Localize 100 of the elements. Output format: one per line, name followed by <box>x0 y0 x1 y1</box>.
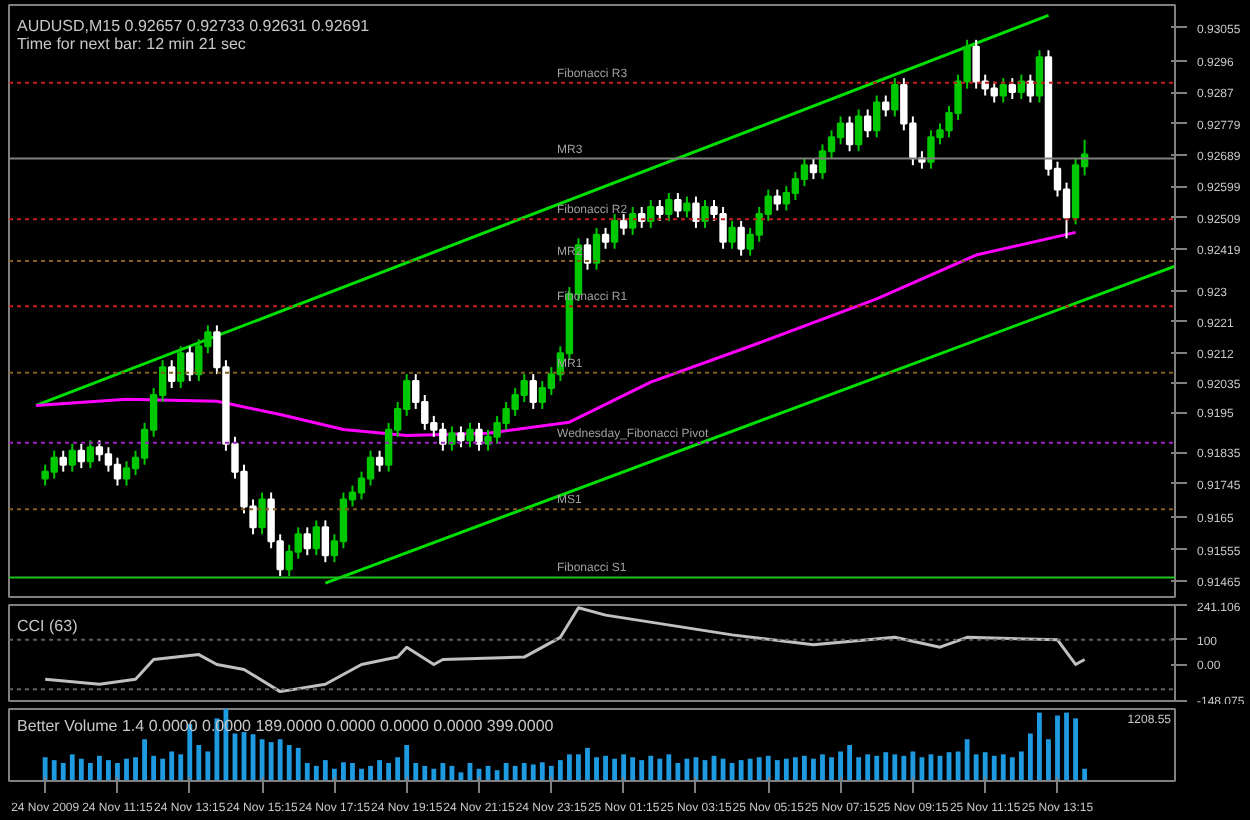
bar <box>964 739 970 781</box>
candlestick <box>113 456 122 487</box>
bar <box>449 765 455 781</box>
candlestick <box>619 212 628 236</box>
bar <box>675 763 681 781</box>
candlestick <box>999 77 1007 104</box>
candlestick <box>854 108 863 153</box>
candlestick <box>77 442 86 470</box>
bar <box>684 758 690 781</box>
bar <box>865 754 871 781</box>
bar <box>96 755 102 781</box>
bar <box>657 758 663 781</box>
bar <box>648 755 654 781</box>
bar <box>982 752 988 781</box>
bar <box>747 758 753 781</box>
bar <box>729 763 735 781</box>
bar <box>1018 751 1024 781</box>
bar <box>368 765 373 781</box>
bar <box>621 754 627 781</box>
bar <box>42 757 48 781</box>
bar <box>205 751 211 781</box>
bar <box>1046 739 1051 781</box>
bar <box>802 755 807 781</box>
bar <box>277 739 283 781</box>
candlestick <box>167 359 176 390</box>
bar <box>521 763 527 781</box>
bar <box>115 763 120 781</box>
bar <box>196 745 202 781</box>
bar <box>60 763 66 781</box>
bar <box>169 751 175 781</box>
bar <box>594 757 599 781</box>
bar <box>78 758 84 781</box>
bar <box>576 754 581 781</box>
bar <box>1009 757 1015 781</box>
candlestick <box>1035 49 1044 104</box>
bar <box>69 754 75 781</box>
bar <box>585 747 590 781</box>
text: Time for next bar: 12 min 21 sec <box>17 35 246 53</box>
bar <box>440 763 446 781</box>
bar <box>313 765 319 781</box>
bar <box>350 763 355 781</box>
bar <box>639 760 645 781</box>
candlestick <box>366 449 375 487</box>
bar <box>106 760 111 781</box>
candlestick <box>845 115 854 153</box>
bar <box>404 745 410 781</box>
bar <box>1037 712 1042 781</box>
candlestick <box>177 345 185 390</box>
candlestick <box>791 171 800 202</box>
candlestick <box>59 449 67 473</box>
bar <box>322 760 328 781</box>
bar <box>838 751 843 781</box>
bar <box>910 751 916 781</box>
bar <box>268 742 274 781</box>
bar <box>503 763 509 781</box>
bar <box>494 770 500 781</box>
text: CCI (63) <box>17 617 79 635</box>
bar <box>738 760 744 781</box>
text: AUDUSD,M15 0.92657 0.92733 0.92631 0.92691 <box>17 17 371 35</box>
candlestick <box>104 446 113 473</box>
bar <box>142 739 147 781</box>
bar <box>431 768 437 781</box>
bar <box>991 755 997 781</box>
bar <box>377 760 382 781</box>
bar <box>973 754 979 781</box>
bar <box>1055 715 1060 781</box>
bar <box>160 758 166 781</box>
bar <box>566 754 572 781</box>
bar <box>783 758 789 781</box>
candlestick <box>1008 77 1017 101</box>
candlestick <box>674 192 682 219</box>
candlestick <box>95 439 104 463</box>
candlestick <box>692 195 700 229</box>
bar <box>603 755 608 781</box>
bar <box>892 754 898 781</box>
candlestick <box>836 115 845 146</box>
candlestick <box>665 192 673 222</box>
bar <box>856 757 862 781</box>
candlestick <box>321 519 330 564</box>
candlestick <box>583 237 592 271</box>
bar <box>359 768 364 781</box>
bar <box>286 745 292 781</box>
bar <box>756 757 762 781</box>
candlestick <box>303 526 311 557</box>
candlestick <box>122 460 131 487</box>
candlestick <box>610 212 619 250</box>
bar <box>666 754 672 781</box>
candlestick <box>656 199 664 222</box>
bar <box>557 760 563 781</box>
candlestick <box>339 491 348 550</box>
candlestick <box>683 195 691 219</box>
line-series <box>43 606 1087 694</box>
candlestick <box>312 519 321 557</box>
candlestick <box>628 205 637 236</box>
candlestick <box>592 226 601 271</box>
bar <box>811 758 816 781</box>
bar <box>124 758 129 781</box>
bar <box>630 757 636 781</box>
bar <box>612 758 618 781</box>
bar <box>1064 712 1069 781</box>
